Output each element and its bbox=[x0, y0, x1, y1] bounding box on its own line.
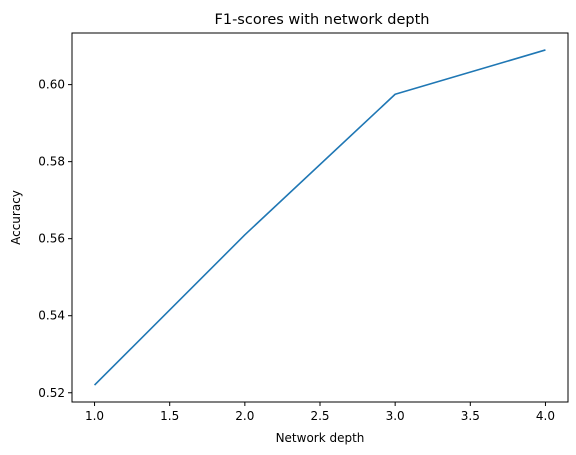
x-tick-label: 4.0 bbox=[536, 409, 555, 423]
x-tick-label: 2.5 bbox=[310, 409, 329, 423]
x-tick-label: 1.5 bbox=[160, 409, 179, 423]
x-tick-label: 2.0 bbox=[235, 409, 254, 423]
chart-title: F1-scores with network depth bbox=[215, 12, 430, 28]
x-axis-label: Network depth bbox=[276, 431, 365, 445]
x-axis-ticks: 1.0 1.5 2.0 2.5 3.0 3.5 4.0 bbox=[85, 402, 555, 423]
x-tick-label: 3.0 bbox=[386, 409, 405, 423]
y-tick-label: 0.56 bbox=[38, 232, 65, 246]
series-group bbox=[93, 49, 546, 386]
x-tick-label: 1.0 bbox=[85, 409, 104, 423]
y-tick-label: 0.58 bbox=[38, 155, 65, 169]
plot-area bbox=[71, 32, 569, 403]
series-line-0 bbox=[93, 49, 546, 386]
y-tick-label: 0.60 bbox=[38, 78, 65, 92]
y-axis-label: Accuracy bbox=[9, 190, 23, 245]
y-tick-label: 0.54 bbox=[38, 309, 65, 323]
y-tick-label: 0.52 bbox=[38, 386, 65, 400]
x-tick-label: 3.5 bbox=[461, 409, 480, 423]
plot-frame bbox=[71, 32, 569, 403]
y-axis-ticks: 0.52 0.54 0.56 0.58 0.60 bbox=[38, 78, 72, 400]
